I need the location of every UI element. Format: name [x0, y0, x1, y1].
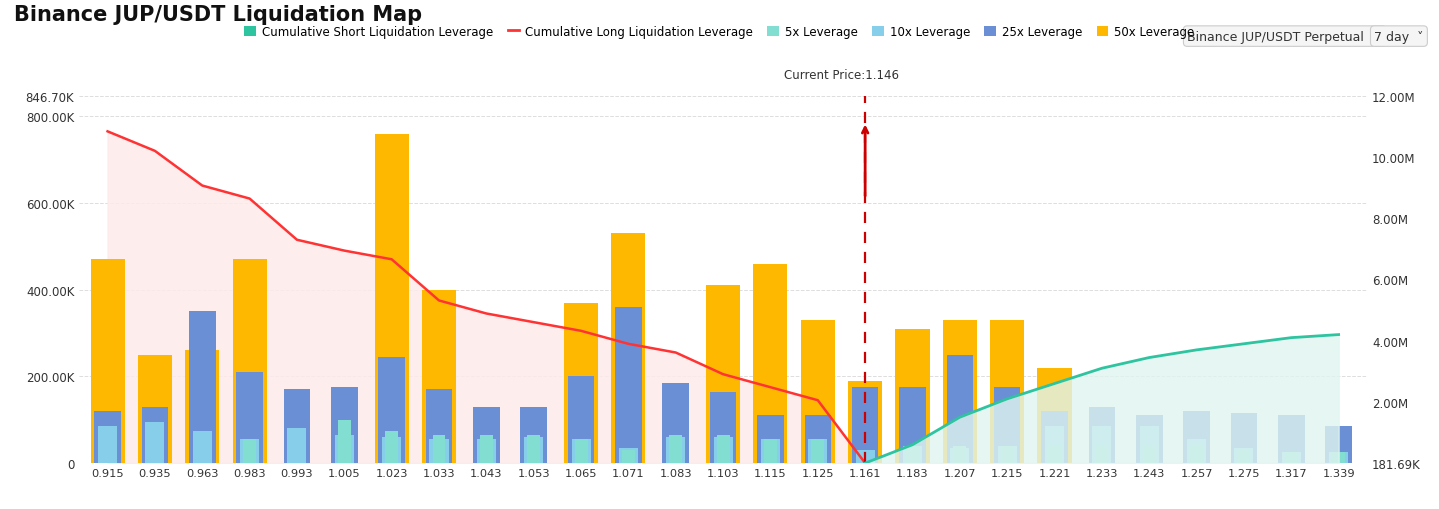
- Bar: [856, 450, 875, 463]
- Bar: [91, 260, 125, 463]
- Bar: [902, 446, 922, 463]
- Bar: [764, 439, 777, 463]
- Bar: [240, 439, 259, 463]
- Bar: [476, 439, 496, 463]
- Bar: [612, 234, 646, 463]
- Bar: [243, 439, 256, 463]
- Bar: [899, 387, 925, 463]
- Bar: [141, 407, 168, 463]
- Bar: [895, 329, 930, 463]
- Bar: [950, 448, 970, 463]
- Bar: [1282, 453, 1301, 463]
- Bar: [429, 439, 449, 463]
- Bar: [1278, 415, 1305, 463]
- Bar: [1183, 411, 1210, 463]
- Bar: [386, 431, 399, 463]
- Bar: [1238, 450, 1250, 463]
- Bar: [338, 420, 351, 463]
- Bar: [997, 446, 1017, 463]
- Bar: [236, 372, 263, 463]
- Bar: [754, 264, 787, 463]
- Legend: Cumulative Short Liquidation Leverage, Cumulative Long Liquidation Leverage, 5x : Cumulative Short Liquidation Leverage, C…: [240, 21, 1199, 44]
- Bar: [994, 387, 1020, 463]
- Bar: [193, 431, 212, 463]
- Bar: [98, 427, 117, 463]
- Bar: [335, 435, 354, 463]
- Text: Binance JUP/USDT Perpetual   ˅: Binance JUP/USDT Perpetual ˅: [1187, 31, 1383, 43]
- Bar: [1088, 407, 1115, 463]
- Bar: [619, 448, 637, 463]
- Bar: [662, 383, 689, 463]
- Bar: [1045, 427, 1063, 463]
- Bar: [283, 389, 311, 463]
- Bar: [1140, 427, 1158, 463]
- Bar: [943, 320, 977, 463]
- Bar: [574, 439, 587, 463]
- Bar: [812, 439, 825, 463]
- Bar: [564, 303, 599, 463]
- Bar: [622, 450, 635, 463]
- Bar: [1135, 415, 1163, 463]
- Bar: [669, 435, 682, 463]
- Bar: [527, 435, 540, 463]
- Bar: [1333, 453, 1345, 463]
- Bar: [233, 260, 266, 463]
- Bar: [426, 389, 452, 463]
- Bar: [804, 415, 832, 463]
- Bar: [761, 439, 780, 463]
- Bar: [1190, 446, 1203, 463]
- Bar: [524, 437, 544, 463]
- Bar: [990, 320, 1025, 463]
- Bar: [288, 429, 307, 463]
- Bar: [374, 134, 409, 463]
- Text: Current Price:1.146: Current Price:1.146: [784, 69, 899, 82]
- Bar: [378, 357, 404, 463]
- Bar: [954, 446, 967, 463]
- Bar: [1000, 446, 1013, 463]
- Bar: [331, 387, 358, 463]
- Bar: [186, 351, 219, 463]
- Bar: [1143, 446, 1156, 463]
- Bar: [800, 320, 835, 463]
- Bar: [848, 381, 882, 463]
- Bar: [1285, 453, 1298, 463]
- Bar: [1042, 411, 1068, 463]
- Bar: [1235, 448, 1253, 463]
- Bar: [1038, 368, 1072, 463]
- Bar: [717, 435, 730, 463]
- Text: 7 day  ˅: 7 day ˅: [1374, 31, 1423, 43]
- Bar: [947, 355, 973, 463]
- Bar: [479, 435, 492, 463]
- Bar: [383, 437, 401, 463]
- Bar: [1048, 446, 1061, 463]
- Bar: [568, 377, 594, 463]
- Bar: [809, 439, 827, 463]
- Bar: [907, 446, 920, 463]
- Bar: [852, 387, 878, 463]
- Bar: [95, 411, 121, 463]
- Bar: [1092, 427, 1111, 463]
- Bar: [571, 439, 590, 463]
- Bar: [707, 286, 740, 463]
- Bar: [189, 312, 216, 463]
- Text: Binance JUP/USDT Liquidation Map: Binance JUP/USDT Liquidation Map: [14, 5, 423, 25]
- Bar: [1095, 446, 1108, 463]
- Bar: [1187, 439, 1206, 463]
- Bar: [1330, 453, 1348, 463]
- Bar: [709, 392, 737, 463]
- Bar: [422, 290, 456, 463]
- Bar: [521, 407, 547, 463]
- Bar: [666, 437, 685, 463]
- Bar: [714, 437, 732, 463]
- Bar: [1325, 427, 1351, 463]
- Bar: [473, 407, 499, 463]
- Bar: [614, 307, 642, 463]
- Bar: [433, 435, 446, 463]
- Bar: [757, 415, 784, 463]
- Bar: [1230, 413, 1258, 463]
- Bar: [145, 422, 164, 463]
- Bar: [138, 355, 171, 463]
